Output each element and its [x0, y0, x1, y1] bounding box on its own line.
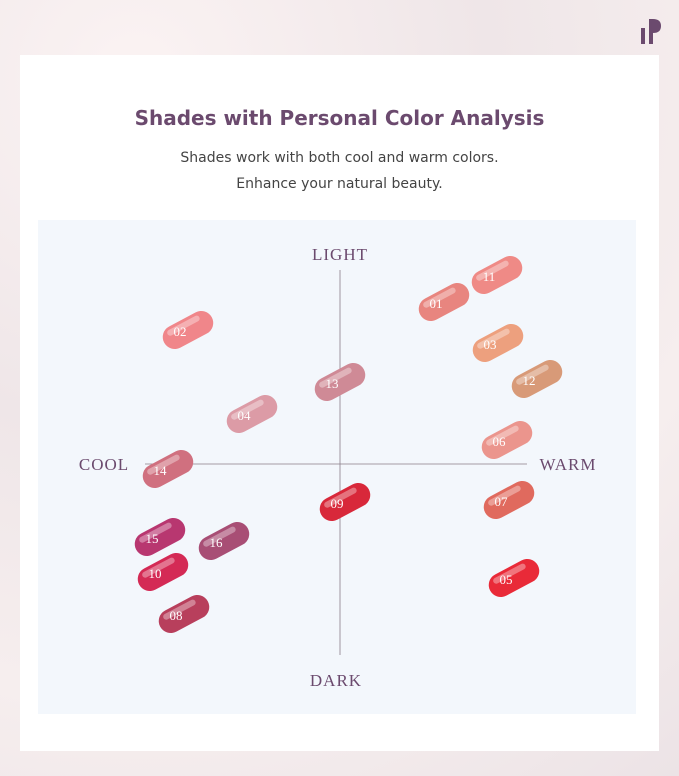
swatch-label: 09 — [331, 496, 344, 511]
swatch-shine — [486, 425, 519, 446]
swatch: 02 — [162, 310, 214, 350]
swatch-shine — [142, 557, 175, 578]
swatch-shine — [423, 287, 456, 308]
swatch-shape — [142, 449, 194, 489]
panel — [38, 220, 636, 714]
swatch-shine — [477, 328, 510, 349]
axis-label: LIGHT — [312, 245, 368, 264]
swatch-shape — [481, 420, 533, 460]
swatch: 01 — [418, 282, 470, 322]
swatch-label: 05 — [500, 572, 513, 587]
title: Shades with Personal Color Analysis — [134, 106, 545, 130]
axis-label: WARM — [540, 455, 597, 474]
axis-label: COOL — [79, 455, 129, 474]
swatch-shape — [483, 480, 535, 520]
swatch-label: 04 — [238, 408, 252, 423]
swatch: 14 — [142, 449, 194, 489]
swatch: 08 — [158, 594, 210, 634]
swatch-shine — [319, 367, 352, 388]
swatch: 06 — [481, 420, 533, 460]
axis-label: DARK — [310, 671, 362, 690]
swatch: 03 — [472, 323, 524, 363]
swatch-shape — [511, 359, 563, 399]
swatch: 10 — [137, 552, 189, 592]
swatch-shape — [472, 323, 524, 363]
swatch-shape — [314, 362, 366, 402]
swatch-shine — [493, 563, 526, 584]
swatch-shine — [147, 454, 180, 475]
swatch-shape — [198, 521, 250, 561]
swatch-shape — [471, 255, 523, 295]
swatch-label: 08 — [170, 608, 183, 623]
swatch-label: 12 — [523, 373, 536, 388]
swatch-label: 02 — [174, 324, 187, 339]
subtitle: Shades work with both cool and warm colo… — [180, 150, 499, 166]
swatch-shine — [203, 526, 236, 547]
swatch-shape — [418, 282, 470, 322]
swatch: 15 — [134, 517, 186, 557]
swatch-shine — [167, 315, 200, 336]
swatch: 09 — [319, 482, 371, 522]
swatch-shine — [231, 399, 264, 420]
logo — [641, 19, 661, 44]
swatch-shape — [226, 394, 278, 434]
swatch-shine — [488, 485, 521, 506]
swatch-label: 15 — [146, 531, 159, 546]
swatch-shine — [516, 364, 549, 385]
swatch-shape — [137, 552, 189, 592]
swatch: 12 — [511, 359, 563, 399]
swatch-label: 13 — [326, 376, 339, 391]
swatch-label: 16 — [210, 535, 224, 550]
swatch-shape — [162, 310, 214, 350]
swatch-shine — [139, 522, 172, 543]
swatch: 11 — [471, 255, 523, 295]
swatch-shine — [324, 487, 357, 508]
swatch-label: 14 — [154, 463, 168, 478]
swatch-shine — [476, 260, 509, 281]
swatch-shape — [134, 517, 186, 557]
swatch-label: 07 — [495, 494, 509, 509]
swatch: 16 — [198, 521, 250, 561]
subtitle: Enhance your natural beauty. — [236, 176, 443, 192]
swatch-shine — [163, 599, 196, 620]
swatch-label: 03 — [484, 337, 497, 352]
swatch-label: 01 — [430, 296, 443, 311]
swatch-shape — [488, 558, 540, 598]
swatch-shape — [158, 594, 210, 634]
swatch-label: 06 — [493, 434, 507, 449]
swatch-label: 11 — [483, 269, 496, 284]
swatch-shape — [319, 482, 371, 522]
swatch: 04 — [226, 394, 278, 434]
swatch: 07 — [483, 480, 535, 520]
swatch: 05 — [488, 558, 540, 598]
swatch: 13 — [314, 362, 366, 402]
swatch-label: 10 — [149, 566, 162, 581]
